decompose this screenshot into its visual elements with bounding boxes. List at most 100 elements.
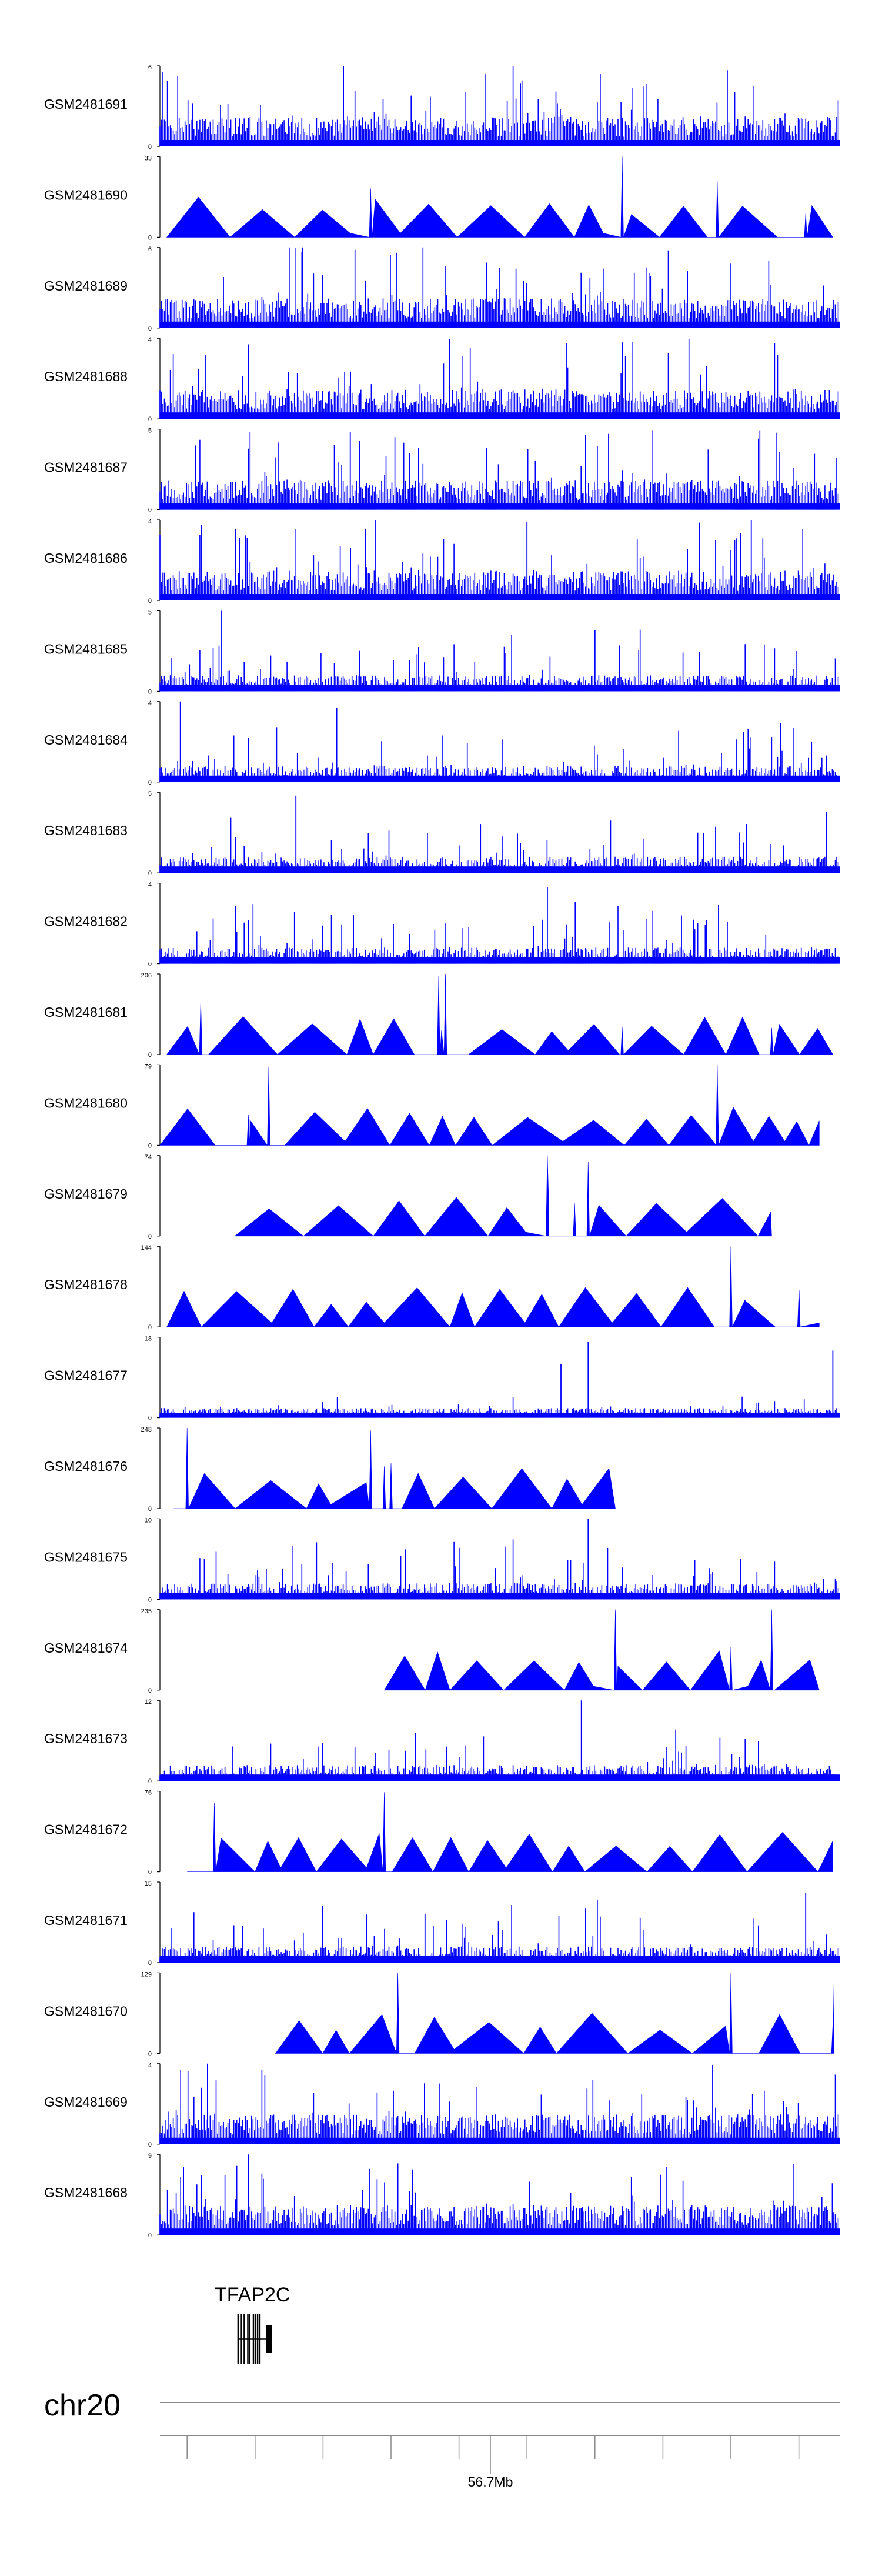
track-label: GSM2481671 [44, 1913, 128, 1928]
y-min-label: 0 [148, 1596, 152, 1603]
coverage-bars [159, 812, 839, 873]
y-min-label: 0 [148, 2141, 152, 2148]
y-max-label: 6 [148, 64, 152, 71]
track-label: GSM2481685 [44, 641, 128, 656]
coverage-bars [159, 629, 839, 692]
coverage-area [166, 1246, 820, 1327]
track-label: GSM2481676 [44, 1459, 128, 1474]
y-min-label: 0 [148, 234, 152, 241]
y-min-label: 0 [148, 870, 152, 877]
y-min-label: 0 [148, 1960, 152, 1967]
coverage-baseline [160, 594, 840, 600]
y-max-label: 4 [148, 336, 152, 343]
coverage-area [166, 156, 833, 238]
y-max-label: 4 [148, 882, 152, 889]
coverage-baseline [160, 866, 840, 873]
y-min-label: 0 [148, 1687, 152, 1694]
track-label: GSM2481680 [44, 1095, 128, 1110]
coverage-track: GSM2481683 5 0 [44, 790, 840, 877]
gene-exon-block [266, 2325, 272, 2353]
y-max-label: 5 [148, 790, 152, 798]
coverage-track: GSM2481688 4 0 [44, 336, 840, 423]
chromosome-label: chr20 [44, 2388, 121, 2422]
coverage-baseline [160, 1593, 840, 1600]
coverage-track: GSM2481682 4 0 [44, 882, 840, 968]
track-label: GSM2481677 [44, 1368, 128, 1383]
coverage-area [159, 1065, 820, 1146]
track-label: GSM2481669 [44, 2094, 128, 2110]
y-max-label: 10 [145, 1517, 152, 1524]
coverage-track: GSM2481676 248 0 [44, 1426, 616, 1513]
y-min-label: 0 [148, 598, 152, 605]
y-min-label: 0 [148, 1052, 152, 1059]
coverage-baseline [160, 321, 840, 328]
coverage-track: GSM2481684 4 0 [44, 700, 840, 786]
y-max-label: 18 [145, 1336, 152, 1343]
coverage-area [234, 1155, 772, 1237]
y-min-label: 0 [148, 961, 152, 968]
coverage-track: GSM2481677 18 0 [44, 1336, 840, 1422]
y-max-label: 76 [145, 1790, 152, 1797]
coverage-track: GSM2481674 235 0 [44, 1608, 820, 1694]
track-label: GSM2481681 [44, 1005, 128, 1020]
y-max-label: 33 [145, 155, 152, 162]
y-min-label: 0 [148, 144, 152, 151]
coverage-bars [159, 247, 839, 328]
track-label: GSM2481690 [44, 187, 128, 202]
track-label: GSM2481672 [44, 1822, 128, 1837]
y-min-label: 0 [148, 416, 152, 423]
coverage-track: GSM2481675 10 0 [44, 1517, 840, 1603]
coverage-track: GSM2481690 33 0 [44, 155, 833, 241]
coverage-bars [159, 1899, 839, 1963]
coverage-baseline [160, 685, 840, 692]
coverage-baseline [160, 503, 840, 510]
track-label: GSM2481678 [44, 1277, 128, 1292]
y-min-label: 0 [148, 1324, 152, 1331]
y-max-label: 206 [141, 972, 152, 979]
track-label: GSM2481674 [44, 1640, 128, 1656]
track-label: GSM2481691 [44, 96, 128, 112]
coverage-baseline [160, 1956, 840, 1963]
y-max-label: 129 [141, 1971, 152, 1978]
y-min-label: 0 [148, 507, 152, 514]
coverage-tracks: GSM248169160GSM2481690330GSM248168960GSM… [44, 64, 840, 2239]
y-max-label: 9 [148, 2153, 152, 2160]
track-label: GSM2481689 [44, 278, 128, 293]
y-min-label: 0 [148, 1506, 152, 1513]
y-max-label: 79 [145, 1063, 152, 1070]
coverage-track: GSM2481671 15 0 [44, 1880, 840, 1967]
y-max-label: 12 [145, 1699, 152, 1706]
y-min-label: 0 [148, 325, 152, 332]
coverage-area [275, 1973, 835, 2054]
coverage-track: GSM2481680 79 0 [44, 1063, 820, 1149]
coverage-bars [159, 2064, 839, 2144]
y-max-label: 74 [145, 1154, 152, 1161]
track-label: GSM2481668 [44, 2185, 128, 2200]
position-label: 56.7Mb [468, 2474, 513, 2490]
genomic-axis: 56.7Mb [160, 2435, 840, 2490]
coverage-track: GSM2481678 144 0 [44, 1244, 820, 1331]
coverage-track: GSM2481681 206 0 [44, 972, 833, 1059]
coverage-area [173, 1427, 616, 1509]
coverage-track: GSM2481672 76 0 [44, 1790, 833, 1876]
track-label: GSM2481687 [44, 460, 128, 475]
coverage-bars [159, 1539, 839, 1600]
y-max-label: 4 [148, 700, 152, 707]
coverage-bars [159, 66, 839, 146]
coverage-bars [159, 2164, 839, 2235]
coverage-area [187, 1792, 833, 1873]
y-min-label: 0 [148, 2050, 152, 2057]
track-label: GSM2481670 [44, 2003, 128, 2018]
coverage-track: GSM2481687 5 0 [44, 428, 840, 514]
coverage-baseline [160, 412, 840, 419]
y-max-label: 5 [148, 609, 152, 616]
y-min-label: 0 [148, 2232, 152, 2239]
coverage-baseline [160, 957, 840, 964]
y-max-label: 235 [141, 1608, 152, 1615]
track-label: GSM2481686 [44, 550, 128, 566]
track-label: GSM2481682 [44, 914, 128, 929]
coverage-bars [159, 339, 839, 419]
coverage-baseline [160, 2137, 840, 2144]
y-min-label: 0 [148, 688, 152, 695]
y-max-label: 4 [148, 518, 152, 525]
